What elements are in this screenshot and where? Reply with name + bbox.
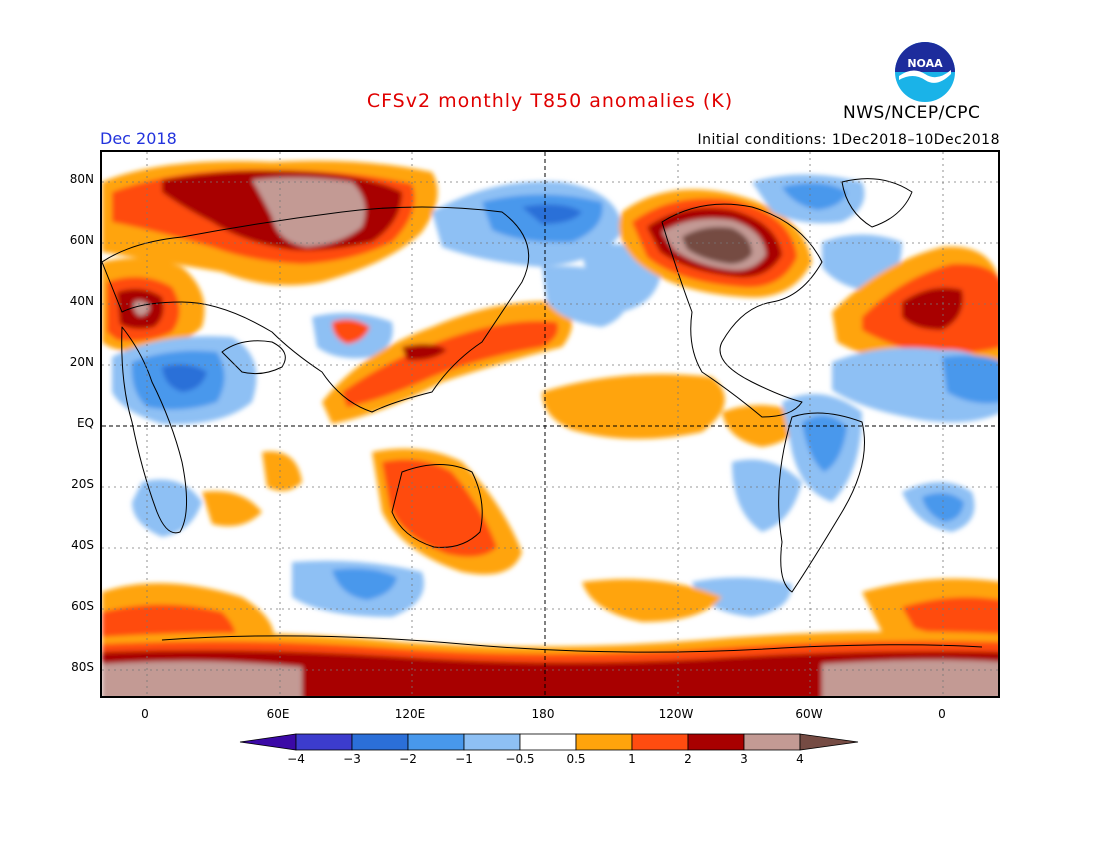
- lon-label: 0: [938, 707, 946, 721]
- equator-dateline: [102, 152, 998, 696]
- coastlines: [102, 178, 983, 653]
- initial-conditions: Initial conditions: 1Dec2018–10Dec2018: [697, 132, 1000, 148]
- colorbar-segment: [575, 733, 633, 751]
- colorbar-segment: [351, 733, 409, 751]
- lon-label: 0: [141, 707, 149, 721]
- anomaly-map: [100, 150, 1000, 698]
- colorbar-label: −3: [343, 752, 361, 766]
- lat-label: 40S: [71, 538, 94, 552]
- agency-label: NWS/NCEP/CPC: [843, 103, 981, 123]
- colorbar-label: −1: [455, 752, 473, 766]
- map-title: CFSv2 monthly T850 anomalies (K): [366, 90, 734, 112]
- colorbar-label: −0.5: [505, 752, 535, 766]
- colorbar-segment: [295, 733, 353, 751]
- colorbar-segment: [407, 733, 465, 751]
- colorbar-segment: [687, 733, 745, 751]
- lat-label: EQ: [76, 416, 94, 430]
- colorbar-segments: [239, 733, 859, 751]
- colorbar-label: 0.5: [566, 752, 586, 766]
- colorbar-segment: [463, 733, 521, 751]
- colorbar: [239, 733, 859, 751]
- colorbar-label: −2: [399, 752, 417, 766]
- logo-text: NOAA: [907, 57, 943, 70]
- colorbar-segment: [799, 733, 859, 751]
- colorbar-segment: [743, 733, 801, 751]
- colorbar-label: 2: [684, 752, 692, 766]
- colorbar-segment: [631, 733, 689, 751]
- map-canvas: [102, 152, 998, 696]
- colorbar-segment: [519, 733, 577, 751]
- colorbar-label: 4: [796, 752, 804, 766]
- lat-label: 40N: [69, 294, 94, 308]
- lat-label: 60N: [69, 233, 94, 247]
- colorbar-segment: [239, 733, 297, 751]
- graticule: [102, 152, 998, 696]
- lon-label: 120W: [658, 707, 694, 721]
- lat-label: 20N: [69, 355, 94, 369]
- colorbar-label: 1: [628, 752, 636, 766]
- lat-label: 80N: [69, 172, 94, 186]
- lat-label: 60S: [71, 599, 94, 613]
- lon-label: 120E: [394, 707, 426, 721]
- noaa-logo: NOAA: [895, 42, 955, 102]
- colorbar-label: −4: [287, 752, 305, 766]
- forecast-month: Dec 2018: [100, 129, 177, 148]
- lon-label: 180: [531, 707, 555, 721]
- lon-label: 60E: [266, 707, 290, 721]
- colorbar-label: 3: [740, 752, 748, 766]
- lat-label: 80S: [71, 660, 94, 674]
- lon-label: 60W: [795, 707, 823, 721]
- lat-label: 20S: [71, 477, 94, 491]
